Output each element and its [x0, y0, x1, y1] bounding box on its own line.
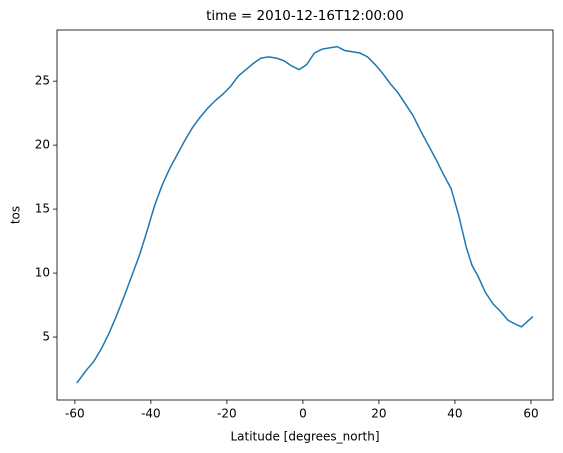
y-axis-label: tos: [9, 206, 23, 224]
y-tick-label: 20: [35, 138, 50, 152]
x-tick-label: 0: [299, 407, 307, 421]
chart-title: time = 2010-12-16T12:00:00: [206, 8, 404, 24]
y-tick-label: 10: [35, 266, 50, 280]
data-line: [76, 45, 534, 384]
x-tick-label: 20: [371, 407, 386, 421]
x-tick-label: -40: [141, 407, 161, 421]
plot-frame: [56, 29, 554, 401]
y-tick-label: 15: [35, 202, 50, 216]
x-tick-label: 40: [447, 407, 462, 421]
x-tick-label: -20: [217, 407, 237, 421]
y-tick-label: 25: [35, 74, 50, 88]
x-tick-label: 60: [523, 407, 538, 421]
x-axis-label: Latitude [degrees_north]: [230, 430, 379, 444]
y-tick-label: 5: [42, 330, 50, 344]
x-tick-label: -60: [65, 407, 85, 421]
